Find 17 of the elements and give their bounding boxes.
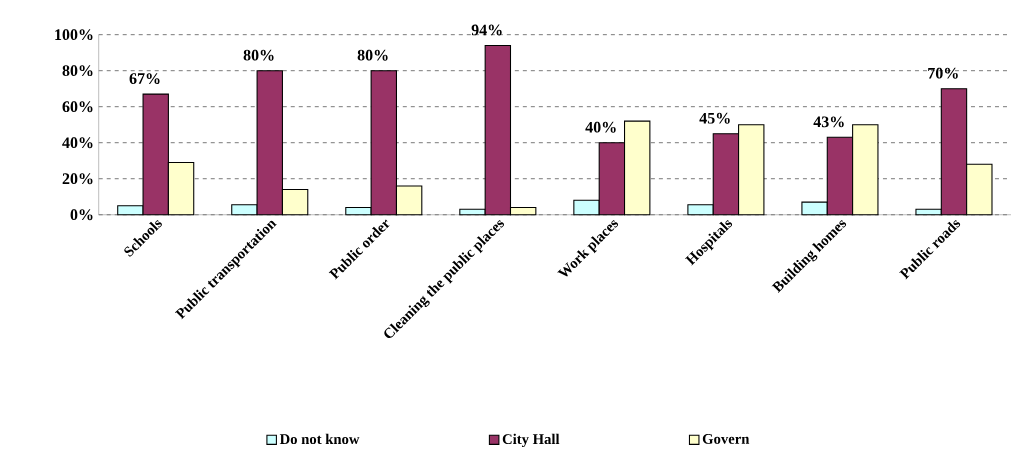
y-tick-label: 0% xyxy=(70,209,93,221)
y-tick-label: 80% xyxy=(62,65,93,77)
data-label: 80% xyxy=(357,49,388,61)
y-tick-label: 40% xyxy=(62,137,93,149)
y-tick-label: 20% xyxy=(62,173,93,185)
legend-label: City Hall xyxy=(502,433,560,448)
y-tick-label: 60% xyxy=(62,101,93,113)
data-label: 40% xyxy=(585,121,616,133)
legend-label: Do not know xyxy=(279,433,360,445)
y-tick-label: 100% xyxy=(55,29,93,41)
legend-label: Govern xyxy=(702,434,750,444)
data-label: 67% xyxy=(129,73,160,85)
data-label: 94% xyxy=(471,24,502,36)
data-label: 43% xyxy=(813,116,844,128)
data-label: 80% xyxy=(243,49,274,61)
data-label: 45% xyxy=(699,112,730,124)
data-label: 70% xyxy=(928,67,958,79)
